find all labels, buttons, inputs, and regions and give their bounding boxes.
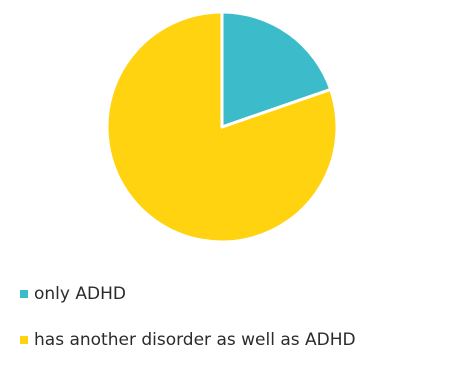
legend-item-only-adhd: only ADHD <box>20 283 356 305</box>
legend-swatch-comorbid <box>20 336 28 344</box>
legend-item-comorbid: has another disorder as well as ADHD <box>20 329 356 351</box>
legend: only ADHD has another disorder as well a… <box>20 283 356 375</box>
legend-label-only-adhd: only ADHD <box>34 284 126 304</box>
legend-swatch-only-adhd <box>20 290 28 298</box>
legend-label-comorbid: has another disorder as well as ADHD <box>34 330 356 350</box>
